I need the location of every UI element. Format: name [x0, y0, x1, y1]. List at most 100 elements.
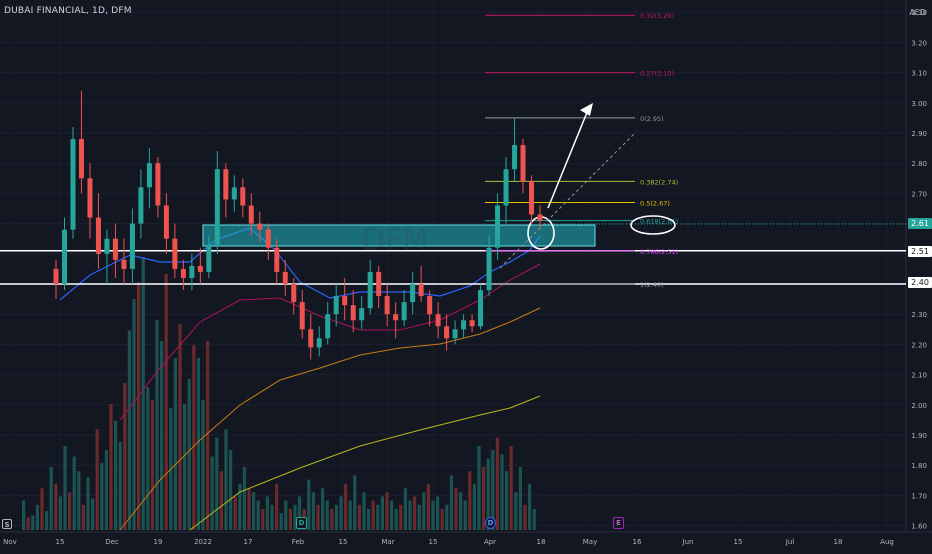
candle-body	[189, 265, 195, 278]
volume-bar	[233, 496, 237, 530]
volume-bar	[196, 357, 200, 530]
volume-bar	[155, 320, 159, 530]
dividend-event-icon[interactable]: D	[296, 517, 307, 529]
candle-body	[512, 145, 518, 170]
fib-level-label: 0(2.95)	[640, 115, 664, 123]
volume-bar	[325, 500, 329, 530]
candle-body	[427, 296, 433, 315]
volume-bar	[436, 496, 440, 530]
y-tick-label: 2.30	[911, 311, 927, 319]
y-tick-label: 2.00	[911, 402, 927, 410]
fib-level-label: 0.32(3.29)	[640, 12, 674, 20]
volume-bar	[201, 399, 205, 530]
candle-body	[367, 271, 373, 309]
x-tick-label: Jul	[785, 538, 795, 546]
candle-body	[537, 214, 543, 221]
dividend-event-icon-2[interactable]: D	[485, 517, 496, 529]
volume-bar	[141, 257, 145, 530]
volume-bar	[472, 483, 476, 530]
volume-bar	[284, 500, 288, 530]
candle-body	[316, 338, 322, 348]
candle-body	[325, 314, 331, 339]
x-tick-label: 19	[154, 538, 163, 546]
candle-body	[520, 145, 526, 182]
candle-body	[410, 284, 416, 303]
y-tick-label: 3.20	[911, 39, 927, 47]
volume-bar	[431, 500, 435, 530]
volume-bar	[422, 492, 426, 530]
volume-bar	[344, 483, 348, 530]
volume-bar	[357, 504, 361, 530]
volume-bar	[514, 492, 518, 530]
x-tick-label: Mar	[381, 538, 394, 546]
volume-bar	[390, 500, 394, 530]
candle-body	[61, 229, 67, 284]
y-tick-label: 3.00	[911, 100, 927, 108]
volume-bar	[160, 341, 164, 530]
volume-bar	[408, 500, 412, 530]
volume-bar	[81, 504, 85, 530]
earnings-event-icon[interactable]: E	[613, 517, 624, 529]
volume-bar	[178, 324, 182, 530]
volume-bar	[100, 462, 104, 530]
candle-body	[223, 169, 229, 200]
volume-bar	[532, 509, 536, 530]
candle-body	[401, 302, 407, 321]
candle-body	[240, 187, 246, 206]
volume-bar	[362, 492, 366, 530]
volume-bar	[495, 437, 499, 530]
x-tick-label: Apr	[484, 538, 496, 546]
projection-arrow-line	[547, 109, 589, 209]
candle-body	[265, 229, 271, 248]
y-tick-label: 2.80	[911, 160, 927, 168]
highlight-ellipse-label	[630, 215, 676, 235]
volume-bar	[440, 509, 444, 530]
volume-bar	[288, 509, 292, 530]
volume-bar	[206, 341, 210, 530]
candle-body	[503, 169, 509, 206]
volume-bar	[132, 299, 136, 530]
candle-body	[384, 296, 390, 315]
candle-body	[248, 205, 254, 224]
volume-bar	[505, 471, 509, 530]
candle-body	[257, 223, 263, 230]
currency-label: AED	[909, 8, 926, 17]
volume-bar	[468, 471, 472, 530]
y-tick-label: 1.70	[911, 492, 927, 500]
y-tick-label: 2.10	[911, 372, 927, 380]
volume-bar	[109, 404, 113, 530]
volume-bar	[77, 471, 81, 530]
volume-bar	[482, 467, 486, 530]
x-tick-label: 15	[56, 538, 65, 546]
split-event-icon[interactable]: S	[2, 519, 12, 529]
volume-bar	[500, 454, 504, 530]
candle-body	[452, 329, 458, 339]
volume-bar	[68, 492, 72, 530]
candle-body	[461, 320, 467, 330]
candle-body	[359, 308, 365, 321]
volume-bar	[35, 504, 39, 530]
candle-body	[163, 205, 169, 239]
candle-body	[495, 205, 501, 248]
volume-bar	[242, 467, 246, 530]
y-tick-label: 1.60	[911, 523, 927, 531]
x-tick-label: 15	[734, 538, 743, 546]
candle-body	[53, 268, 59, 284]
volume-bar	[40, 488, 44, 530]
fib-level-label: 0.5(2.67)	[640, 199, 670, 207]
candle-body	[155, 163, 161, 206]
level-price-label-1: 2.51	[908, 246, 932, 257]
volume-bar	[376, 504, 380, 530]
volume-bar	[417, 504, 421, 530]
volume-bar	[413, 496, 417, 530]
candle-body	[282, 271, 288, 284]
candle-body	[214, 169, 220, 245]
volume-bar	[210, 456, 214, 530]
candle-body	[444, 326, 450, 339]
volume-bar	[279, 513, 283, 530]
x-tick-label: Dec	[105, 538, 119, 546]
volume-bar	[173, 357, 177, 530]
volume-bar	[380, 496, 384, 530]
